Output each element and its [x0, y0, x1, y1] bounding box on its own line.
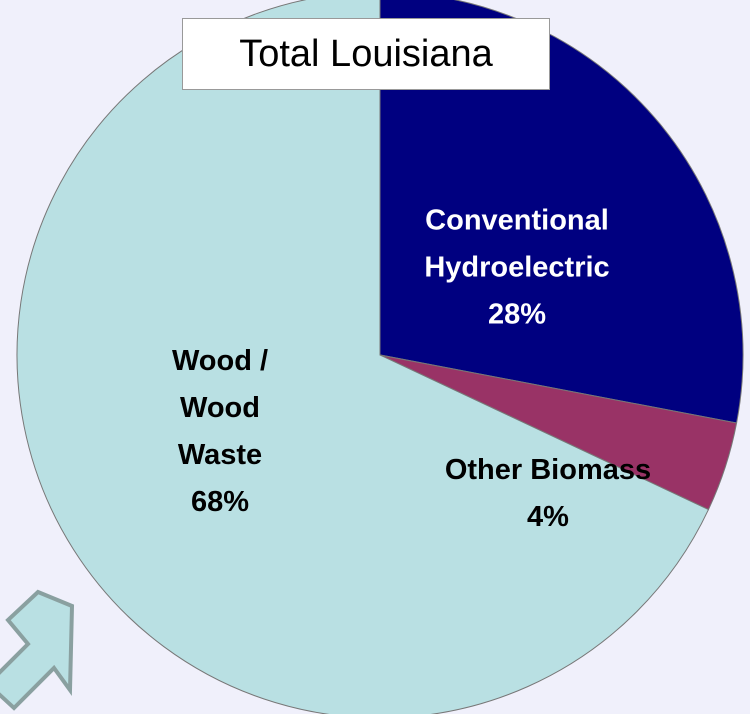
arrow-icon: [0, 589, 75, 711]
value-label: 28%: [487, 298, 547, 331]
value-label: 68%: [190, 486, 250, 518]
pie: [16, 0, 744, 714]
chart-title: Total Louisiana: [182, 18, 550, 90]
pie-slice: [379, 0, 744, 424]
pie-slice: [16, 0, 710, 714]
category-label: Other Biomass: [444, 454, 652, 486]
slice-label: Conventional Hydroelectric 28%: [387, 198, 647, 339]
slice-label: Other Biomass 4%: [398, 447, 698, 541]
slice-label: Wood / Wood Waste 68%: [100, 338, 340, 526]
value-label: 4%: [527, 501, 569, 533]
category-label: Conventional Hydroelectric: [424, 204, 610, 284]
category-label: Wood / Wood Waste: [171, 345, 269, 471]
